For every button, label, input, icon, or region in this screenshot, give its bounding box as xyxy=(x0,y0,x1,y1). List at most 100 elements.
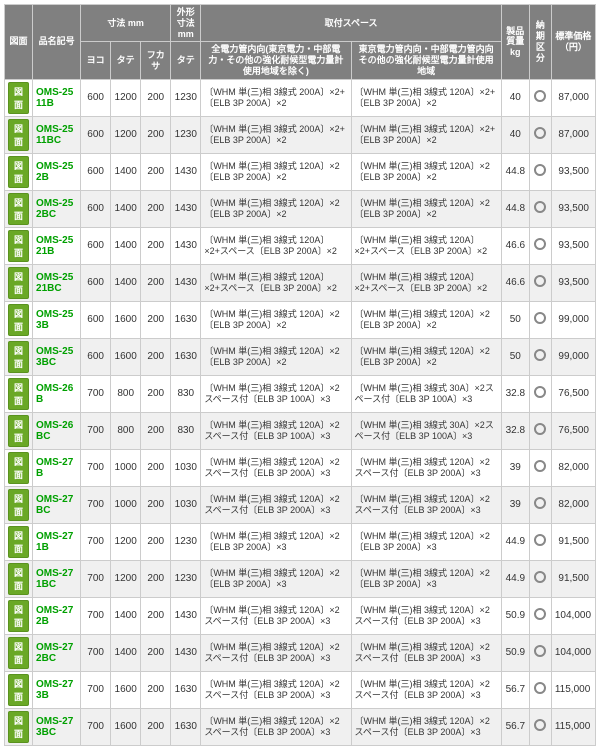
dim-tate2: 1230 xyxy=(171,523,201,560)
spec-cell: 〔WHM 単(三)相 3線式 30A〕×2スペース付〔ELB 3P 100A〕×… xyxy=(351,375,501,412)
dim-tate2: 1430 xyxy=(171,634,201,671)
dim-tate: 1600 xyxy=(111,301,141,338)
zumen-button[interactable]: 図面 xyxy=(8,156,29,188)
product-code[interactable]: OMS-273B xyxy=(33,671,81,708)
product-code[interactable]: OMS-252BC xyxy=(33,190,81,227)
dim-tate2: 830 xyxy=(171,412,201,449)
product-code[interactable]: OMS-253B xyxy=(33,301,81,338)
spec-cell: 〔WHM 単(三)相 3線式 120A〕×2スペース付〔ELB 3P 200A〕… xyxy=(201,708,351,745)
h-tate2: タテ xyxy=(171,42,201,79)
circle-icon xyxy=(534,201,546,213)
circle-icon xyxy=(534,90,546,102)
product-code[interactable]: OMS-252B xyxy=(33,153,81,190)
zumen-button[interactable]: 図面 xyxy=(8,452,29,484)
spec-cell: 〔WHM 単(三)相 3線式 120A〕×2スペース付〔ELB 3P 200A〕… xyxy=(351,708,501,745)
product-code[interactable]: OMS-2511BC xyxy=(33,116,81,153)
delivery-cell xyxy=(529,79,551,116)
product-code[interactable]: OMS-26BC xyxy=(33,412,81,449)
h-kg: 製品質量 kg xyxy=(501,5,529,80)
price-cell: 91,500 xyxy=(551,523,595,560)
product-code[interactable]: OMS-27BC xyxy=(33,486,81,523)
spec-cell: 〔WHM 単(三)相 3線式 120A〕×2+スペース〔ELB 3P 200A〕… xyxy=(351,264,501,301)
weight-cell: 50.9 xyxy=(501,634,529,671)
h-yoko: ヨコ xyxy=(81,42,111,79)
weight-cell: 44.9 xyxy=(501,523,529,560)
weight-cell: 39 xyxy=(501,486,529,523)
zumen-button[interactable]: 図面 xyxy=(8,563,29,595)
product-code[interactable]: OMS-273BC xyxy=(33,708,81,745)
product-code[interactable]: OMS-26B xyxy=(33,375,81,412)
circle-icon xyxy=(534,275,546,287)
price-cell: 91,500 xyxy=(551,560,595,597)
dim-fukasa: 200 xyxy=(141,153,171,190)
weight-cell: 44.8 xyxy=(501,190,529,227)
zumen-button[interactable]: 図面 xyxy=(8,267,29,299)
product-code[interactable]: OMS-272BC xyxy=(33,634,81,671)
dim-yoko: 700 xyxy=(81,523,111,560)
weight-cell: 32.8 xyxy=(501,375,529,412)
product-code[interactable]: OMS-27B xyxy=(33,449,81,486)
zumen-button[interactable]: 図面 xyxy=(8,526,29,558)
zumen-button[interactable]: 図面 xyxy=(8,119,29,151)
circle-icon xyxy=(534,164,546,176)
zumen-button[interactable]: 図面 xyxy=(8,415,29,447)
zumen-button[interactable]: 図面 xyxy=(8,82,29,114)
dim-fukasa: 200 xyxy=(141,597,171,634)
table-row: 図面OMS-271B70012002001230〔WHM 単(三)相 3線式 1… xyxy=(5,523,596,560)
product-code[interactable]: OMS-2521B xyxy=(33,227,81,264)
weight-cell: 56.7 xyxy=(501,708,529,745)
spec-cell: 〔WHM 単(三)相 3線式 120A〕×2〔ELB 3P 200A〕×2 xyxy=(201,301,351,338)
product-code[interactable]: OMS-253BC xyxy=(33,338,81,375)
table-row: 図面OMS-272BC70014002001430〔WHM 単(三)相 3線式 … xyxy=(5,634,596,671)
spec-cell: 〔WHM 単(三)相 3線式 120A〕×2スペース付〔ELB 3P 200A〕… xyxy=(201,486,351,523)
circle-icon xyxy=(534,682,546,694)
circle-icon xyxy=(534,571,546,583)
circle-icon xyxy=(534,460,546,472)
table-header: 図面 品名記号 寸法 mm 外形寸法 mm 取付スペース 製品質量 kg 納期区… xyxy=(5,5,596,80)
zumen-button[interactable]: 図面 xyxy=(8,489,29,521)
dim-tate: 1400 xyxy=(111,153,141,190)
zumen-button[interactable]: 図面 xyxy=(8,193,29,225)
price-cell: 82,000 xyxy=(551,449,595,486)
zumen-button[interactable]: 図面 xyxy=(8,711,29,743)
dim-yoko: 700 xyxy=(81,375,111,412)
delivery-cell xyxy=(529,708,551,745)
dim-tate2: 1630 xyxy=(171,671,201,708)
spec-cell: 〔WHM 単(三)相 3線式 120A〕×2〔ELB 3P 200A〕×3 xyxy=(351,523,501,560)
zumen-button[interactable]: 図面 xyxy=(8,674,29,706)
dim-yoko: 600 xyxy=(81,190,111,227)
circle-icon xyxy=(534,719,546,731)
table-row: 図面OMS-252BC60014002001430〔WHM 単(三)相 3線式 … xyxy=(5,190,596,227)
h-gaikei: 外形寸法 mm xyxy=(171,5,201,42)
spec-cell: 〔WHM 単(三)相 3線式 120A〕×2スペース付〔ELB 3P 200A〕… xyxy=(201,671,351,708)
spec-cell: 〔WHM 単(三)相 3線式 120A〕×2〔ELB 3P 200A〕×2 xyxy=(351,153,501,190)
zumen-button[interactable]: 図面 xyxy=(8,341,29,373)
dim-tate2: 1430 xyxy=(171,264,201,301)
zumen-button[interactable]: 図面 xyxy=(8,600,29,632)
weight-cell: 40 xyxy=(501,116,529,153)
h-zumen: 図面 xyxy=(5,5,33,80)
dim-tate2: 1630 xyxy=(171,708,201,745)
product-code[interactable]: OMS-271BC xyxy=(33,560,81,597)
dim-tate: 1400 xyxy=(111,264,141,301)
weight-cell: 50 xyxy=(501,301,529,338)
dim-yoko: 700 xyxy=(81,412,111,449)
dim-fukasa: 200 xyxy=(141,634,171,671)
dim-tate: 1000 xyxy=(111,449,141,486)
table-row: 図面OMS-26BC700800200830〔WHM 単(三)相 3線式 120… xyxy=(5,412,596,449)
zumen-button[interactable]: 図面 xyxy=(8,637,29,669)
price-cell: 87,000 xyxy=(551,116,595,153)
h-spec-all: 全電力管内向(東京電力・中部電力・その他の強化耐候型電力量計使用地域を除く) xyxy=(201,42,351,79)
dim-yoko: 700 xyxy=(81,671,111,708)
zumen-button[interactable]: 図面 xyxy=(8,230,29,262)
product-code[interactable]: OMS-2511B xyxy=(33,79,81,116)
dim-yoko: 600 xyxy=(81,227,111,264)
product-code[interactable]: OMS-272B xyxy=(33,597,81,634)
product-code[interactable]: OMS-271B xyxy=(33,523,81,560)
product-code[interactable]: OMS-2521BC xyxy=(33,264,81,301)
weight-cell: 50 xyxy=(501,338,529,375)
zumen-button[interactable]: 図面 xyxy=(8,304,29,336)
dim-fukasa: 200 xyxy=(141,486,171,523)
dim-tate: 1200 xyxy=(111,560,141,597)
zumen-button[interactable]: 図面 xyxy=(8,378,29,410)
